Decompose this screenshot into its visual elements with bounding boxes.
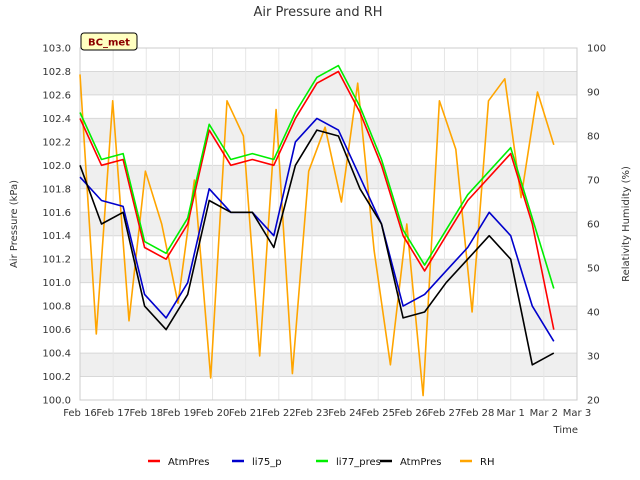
- y-right-tick-label: 50: [587, 264, 600, 275]
- x-tick-label: Feb 19: [163, 408, 197, 419]
- grid-band: [80, 165, 577, 189]
- y-left-tick-label: 102.4: [42, 114, 71, 125]
- y-left-tick-label: 101.2: [42, 255, 71, 266]
- y-left-tick-label: 101.6: [42, 208, 71, 219]
- x-tick-label: Feb 16: [63, 408, 97, 419]
- legend-label: AtmPres: [168, 457, 209, 468]
- y-right-tick-label: 20: [587, 396, 600, 407]
- y-right-tick-label: 90: [587, 88, 600, 99]
- y-left-tick-label: 100.8: [42, 302, 71, 313]
- x-tick-label: Feb 25: [361, 408, 395, 419]
- x-tick-label: Feb 18: [129, 408, 163, 419]
- y-left-tick-label: 103.0: [42, 44, 71, 55]
- series-line-atmpres: [79, 129, 555, 366]
- y-right-tick-label: 70: [587, 176, 600, 187]
- grid-band: [80, 212, 577, 236]
- grid-band: [80, 353, 577, 377]
- y-left-tick-label: 101.4: [42, 231, 71, 242]
- y-left-tick-label: 101.0: [42, 278, 71, 289]
- grid-band: [80, 259, 577, 283]
- legend: AtmPres li75_p li77_pres AtmPres RH: [148, 457, 494, 468]
- x-tick-label: Feb 26: [395, 408, 429, 419]
- x-tick-label: Feb 24: [328, 408, 362, 419]
- grid-band: [80, 306, 577, 330]
- x-tick-label: Feb 23: [295, 408, 329, 419]
- series-line-li77-pres: [79, 64, 555, 289]
- y-right-tick-label: 40: [587, 308, 600, 319]
- x-tick-label: Feb 21: [229, 408, 263, 419]
- y-left-tick-label: 102.8: [42, 67, 71, 78]
- grid-band: [80, 118, 577, 142]
- legend-label: AtmPres: [400, 457, 441, 468]
- x-axis-label: Time: [553, 425, 578, 436]
- y-left-tick-label: 100.0: [42, 396, 71, 407]
- x-tick-label: Feb 28: [461, 408, 495, 419]
- x-tick-label: Mar 1: [497, 408, 525, 419]
- y-left-tick-label: 101.8: [42, 184, 71, 195]
- x-tick-label: Feb 20: [196, 408, 230, 419]
- series-line-atmpres: [79, 70, 555, 330]
- y-axis-right-label: Relativity Humidity (%): [621, 166, 632, 282]
- series-line-li75-p: [79, 117, 555, 342]
- y-left-tick-label: 102.0: [42, 161, 71, 172]
- y-right-tick-label: 60: [587, 220, 600, 231]
- station-label: BC_met: [88, 38, 130, 49]
- y-left-tick-label: 102.2: [42, 137, 71, 148]
- y-left-tick-label: 100.6: [42, 325, 71, 336]
- x-tick-label: Mar 3: [563, 408, 591, 419]
- y-right-tick-label: 100: [587, 44, 606, 55]
- grid-band: [80, 71, 577, 95]
- y-left-tick-label: 100.4: [42, 349, 71, 360]
- y-left-tick-label: 102.6: [42, 90, 71, 101]
- x-tick-label: Feb 22: [262, 408, 296, 419]
- y-right-tick-label: 80: [587, 132, 600, 143]
- y-left-tick-label: 100.2: [42, 372, 71, 383]
- legend-label: RH: [480, 457, 494, 468]
- legend-label: li77_pres: [336, 457, 381, 468]
- x-tick-label: Feb 27: [428, 408, 462, 419]
- y-right-tick-label: 30: [587, 352, 600, 363]
- y-axis-left-label: Air Pressure (kPa): [9, 180, 20, 268]
- station-label-box: BC_met: [80, 32, 138, 51]
- chart-title: Air Pressure and RH: [253, 5, 382, 20]
- legend-label: li75_p: [252, 457, 282, 468]
- series-line-rh: [79, 74, 555, 397]
- x-tick-label: Feb 17: [96, 408, 130, 419]
- x-tick-label: Mar 2: [530, 408, 558, 419]
